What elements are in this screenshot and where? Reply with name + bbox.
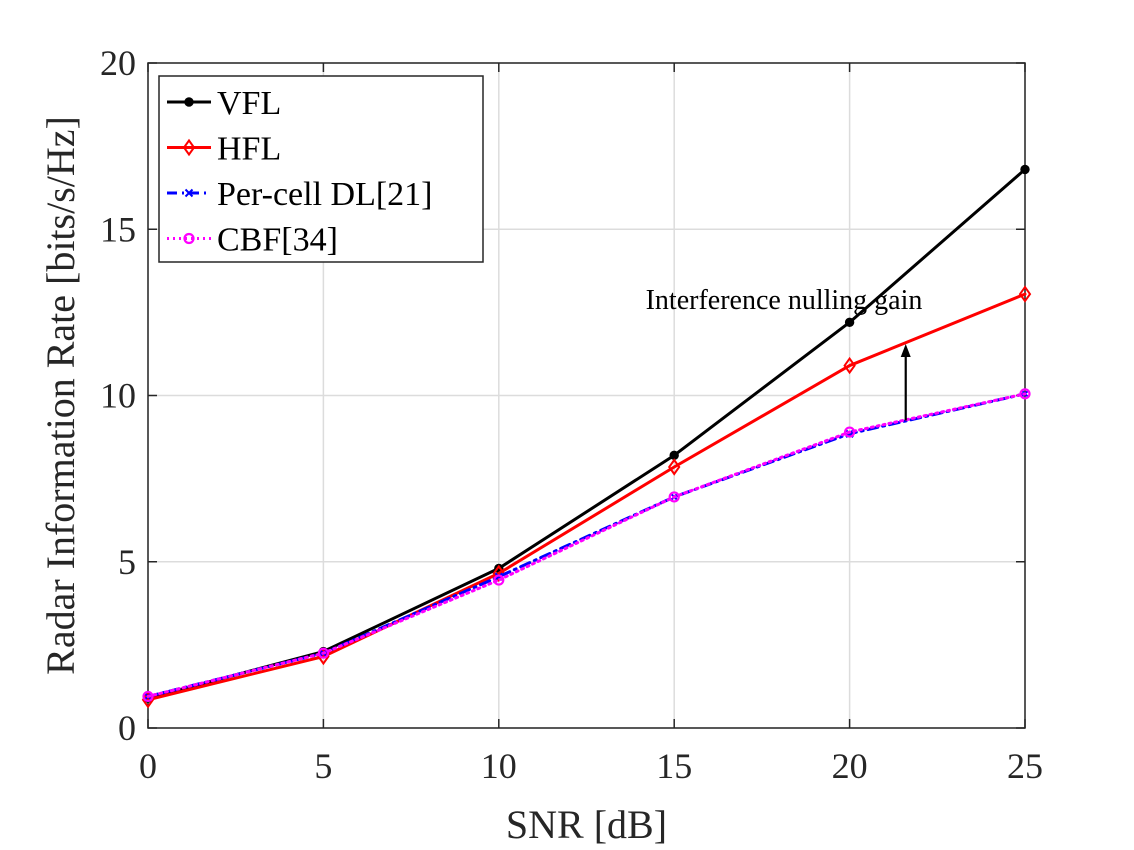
legend-label-vfl: VFL — [217, 85, 281, 122]
data-point-hfl — [843, 356, 856, 375]
series-line-cbf-34 — [146, 392, 1027, 698]
x-tick-label: 5 — [314, 746, 332, 786]
y-tick-label: 20 — [100, 43, 136, 83]
legend-marker-per-cell-dl-21 — [184, 188, 194, 198]
y-tick-label: 10 — [100, 376, 136, 416]
legend-item-cbf-34: CBF[34] — [167, 222, 338, 259]
data-point-vfl — [844, 317, 855, 328]
axis-ticks: 0 5 10 15 20 25 0 5 10 15 20 — [100, 43, 1043, 786]
annotation-arrowhead — [900, 343, 911, 357]
legend-label-per-cell-dl-21: Per-cell DL[21] — [217, 176, 433, 213]
series-cbf-34 — [142, 388, 1031, 703]
legend: VFL HFL Per-cell DL[21] CBF[34] — [158, 75, 484, 263]
x-axis-label: SNR [dB] — [506, 802, 667, 847]
x-tick-label: 15 — [656, 746, 692, 786]
y-tick-label: 5 — [118, 542, 136, 582]
y-tick-label: 15 — [100, 209, 136, 249]
legend-label-hfl: HFL — [217, 131, 281, 168]
legend-box — [158, 75, 484, 263]
legend-item-hfl: HFL — [167, 131, 281, 168]
x-tick-label: 25 — [1007, 746, 1043, 786]
data-point-cbf-34 — [1019, 388, 1031, 400]
data-point-cbf-34 — [493, 574, 505, 586]
legend-label-cbf-34: CBF[34] — [217, 222, 338, 259]
data-point-cbf-34 — [317, 647, 329, 659]
data-point-hfl — [667, 458, 681, 476]
x-tick-label: 20 — [832, 746, 868, 786]
series-layer — [141, 164, 1032, 709]
data-point-cbf-34 — [843, 426, 856, 438]
annotation-text: Interference nulling gain — [646, 285, 923, 316]
data-point-cbf-34 — [142, 690, 154, 703]
data-point-vfl — [1020, 164, 1030, 175]
data-point-cbf-34 — [668, 491, 680, 503]
x-tick-label: 0 — [139, 746, 157, 786]
legend-item-vfl: VFL — [167, 85, 281, 122]
x-tick-label: 10 — [481, 746, 517, 786]
y-tick-label: 0 — [118, 708, 136, 748]
y-axis-label: Radar Information Rate [bits/s/Hz] — [38, 116, 83, 675]
data-point-hfl — [1018, 285, 1032, 303]
legend-marker-hfl — [182, 138, 196, 157]
annotation-layer: Interference nulling gain — [646, 285, 923, 421]
legend-item-per-cell-dl-21: Per-cell DL[21] — [167, 176, 433, 213]
legend-marker-vfl — [184, 97, 194, 107]
series-line-hfl — [146, 292, 1027, 702]
legend-marker-cbf-34 — [183, 232, 195, 245]
